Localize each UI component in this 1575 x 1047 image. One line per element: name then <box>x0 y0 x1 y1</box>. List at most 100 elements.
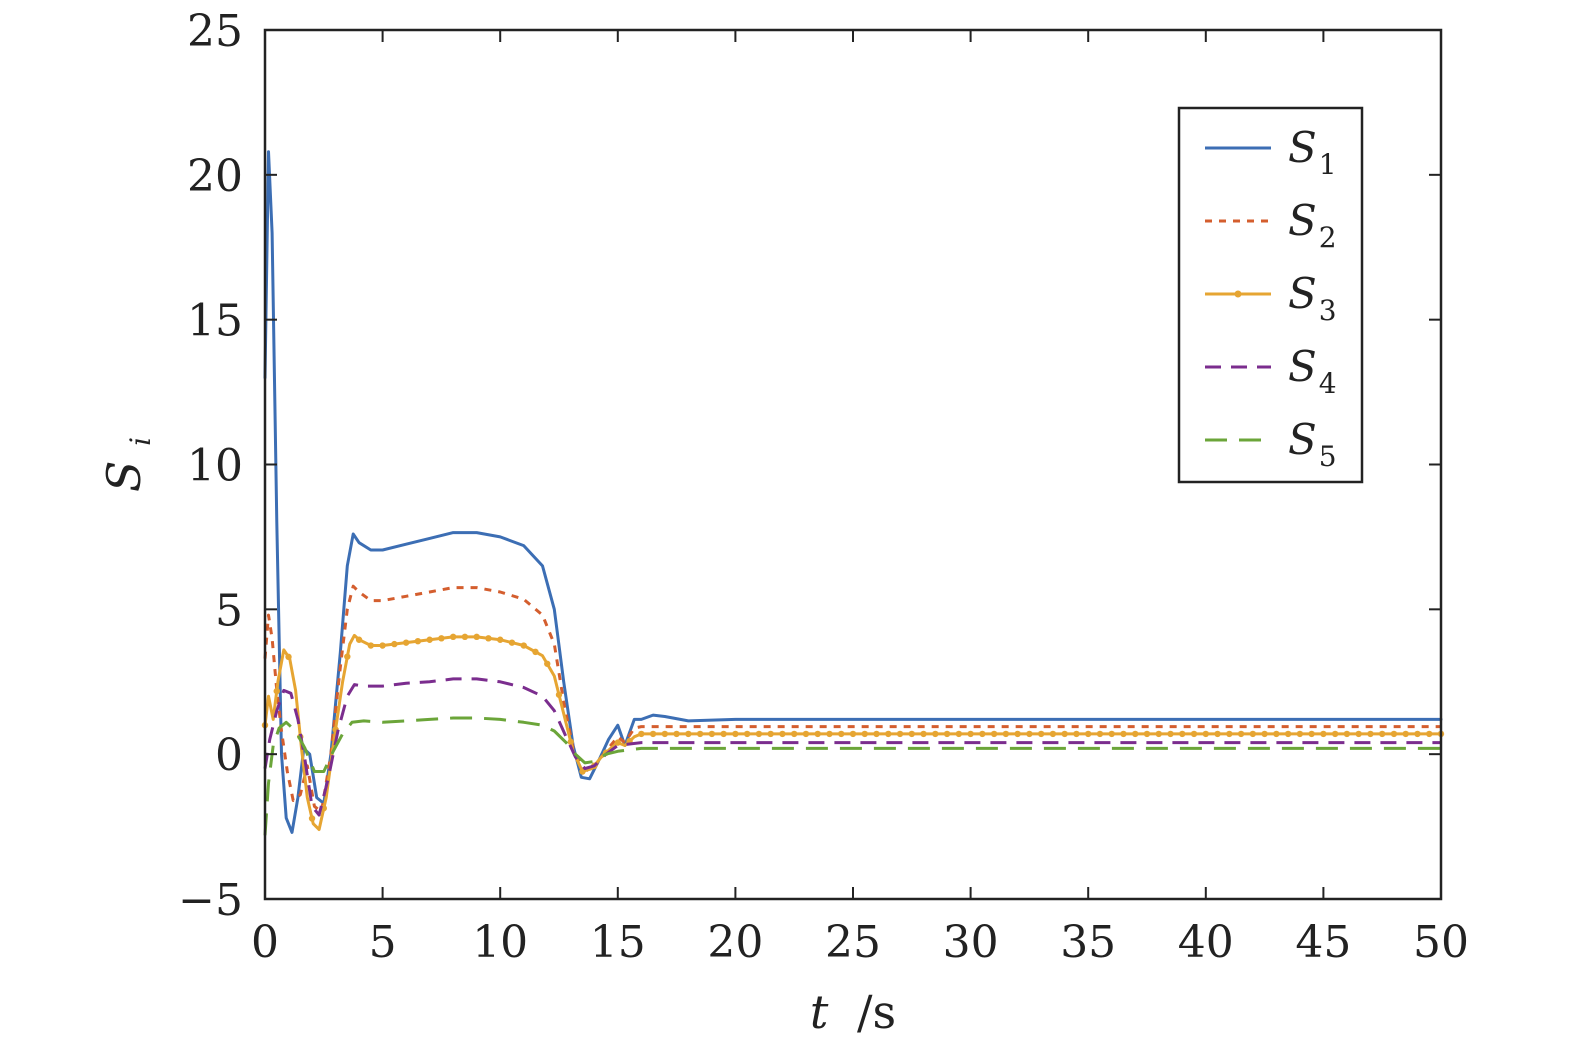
series-marker-3 <box>838 730 845 738</box>
series-marker-3 <box>414 637 422 645</box>
series-marker-3 <box>1120 730 1127 738</box>
series-marker-3 <box>555 691 563 698</box>
series-marker-3 <box>1367 730 1374 738</box>
series-marker-3 <box>367 642 375 649</box>
series-marker-3 <box>1355 730 1362 738</box>
series-marker-3 <box>544 660 551 667</box>
series-marker-3 <box>379 642 386 649</box>
series-marker-3 <box>802 730 810 738</box>
x-tick-label: 10 <box>472 917 528 968</box>
series-marker-3 <box>1037 730 1045 738</box>
legend-entry-name: S <box>1288 269 1317 318</box>
series-marker-3 <box>1320 730 1327 738</box>
legend-entry-4: S4 <box>1288 342 1337 400</box>
series-marker-3 <box>1414 730 1421 738</box>
legend-entry-sub: 1 <box>1319 148 1337 181</box>
series-marker-3 <box>920 730 927 738</box>
legend-entry-sub: 4 <box>1319 367 1337 400</box>
series-marker-3 <box>673 730 680 738</box>
series-marker-3 <box>532 648 539 656</box>
series-marker-3 <box>1108 730 1115 738</box>
series-marker-3 <box>614 739 621 746</box>
series-marker-3 <box>1214 730 1221 738</box>
legend-entry-2: S2 <box>1288 196 1337 254</box>
series-marker-3 <box>1167 730 1174 738</box>
legend-entry-5: S5 <box>1288 415 1337 473</box>
series-marker-3 <box>1402 730 1409 738</box>
series-marker-3 <box>814 730 821 738</box>
series-marker-3 <box>885 730 892 738</box>
series-marker-3 <box>932 730 939 738</box>
series-marker-3 <box>426 636 433 643</box>
series-marker-3 <box>567 738 574 746</box>
series-marker-3 <box>1096 730 1104 738</box>
series-marker-3 <box>402 639 410 646</box>
series-marker-3 <box>497 636 504 643</box>
y-tick-label: 0 <box>215 730 243 781</box>
series-marker-3 <box>579 768 586 775</box>
series-marker-3 <box>1390 730 1398 738</box>
legend-entry-name: S <box>1288 123 1317 172</box>
legend-entry-1: S1 <box>1288 123 1337 181</box>
y-axis-sub: i <box>124 437 157 446</box>
series-marker-3 <box>896 730 904 738</box>
y-tick-label: 25 <box>187 6 243 57</box>
series-marker-3 <box>1026 730 1033 738</box>
series-marker-3 <box>943 730 951 738</box>
series-marker-3 <box>308 815 316 822</box>
series-marker-3 <box>438 635 445 642</box>
series-marker-3 <box>661 730 669 738</box>
y-tick-label: 15 <box>187 296 243 347</box>
series-marker-3 <box>979 730 986 738</box>
x-tick-label: 0 <box>251 917 279 968</box>
x-axis-var: t <box>810 985 829 1039</box>
series-marker-3 <box>873 730 880 738</box>
series-marker-3 <box>1014 730 1021 738</box>
series-marker-3 <box>1061 730 1068 738</box>
y-tick-label: 20 <box>187 151 243 202</box>
x-tick-label: 25 <box>825 917 881 968</box>
series-marker-3 <box>908 730 915 738</box>
x-tick-label: 15 <box>590 917 646 968</box>
series-marker-3 <box>955 730 963 738</box>
series-marker-3 <box>990 730 998 738</box>
series-marker-3 <box>708 730 716 738</box>
series-marker-3 <box>1179 730 1186 738</box>
series-marker-3 <box>638 730 645 738</box>
legend-marker-3 <box>1234 290 1242 298</box>
series-marker-3 <box>1190 730 1198 738</box>
series-line-1 <box>263 150 1443 834</box>
series-marker-3 <box>391 640 398 648</box>
series-marker-3 <box>767 730 774 738</box>
x-tick-label: 40 <box>1178 917 1234 968</box>
y-axis-var: S <box>97 461 151 493</box>
series-marker-3 <box>1284 730 1292 738</box>
series-marker-3 <box>743 730 751 738</box>
series-marker-3 <box>826 730 833 738</box>
series-marker-3 <box>1226 730 1233 738</box>
series-marker-3 <box>508 639 516 646</box>
legend-entry-name: S <box>1288 342 1317 391</box>
series-marker-3 <box>1379 730 1386 738</box>
series-marker-3 <box>720 730 727 738</box>
series-marker-3 <box>732 730 739 738</box>
y-axis-label: S i <box>97 437 157 492</box>
x-tick-label: 50 <box>1413 917 1469 968</box>
series-marker-3 <box>1132 730 1139 738</box>
series-marker-3 <box>520 642 527 649</box>
series-marker-3 <box>1261 730 1268 738</box>
series-marker-3 <box>1155 730 1162 738</box>
y-tick-label: −5 <box>178 875 243 926</box>
series-marker-3 <box>1273 730 1280 738</box>
series-marker-3 <box>755 730 763 738</box>
ticks-layer <box>264 29 1442 900</box>
series-marker-3 <box>1073 730 1080 738</box>
series-marker-3 <box>273 687 280 695</box>
series-marker-3 <box>779 730 786 738</box>
series-marker-3 <box>1296 730 1304 738</box>
x-tick-label: 35 <box>1060 917 1116 968</box>
legend-entry-name: S <box>1288 415 1317 464</box>
series-marker-3 <box>1426 730 1433 738</box>
series-marker-3 <box>791 730 798 738</box>
